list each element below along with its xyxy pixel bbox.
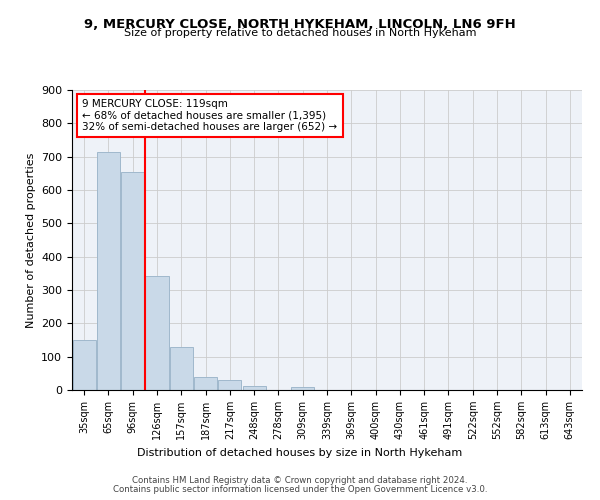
Text: 9, MERCURY CLOSE, NORTH HYKEHAM, LINCOLN, LN6 9FH: 9, MERCURY CLOSE, NORTH HYKEHAM, LINCOLN… <box>84 18 516 30</box>
Text: Contains HM Land Registry data © Crown copyright and database right 2024.: Contains HM Land Registry data © Crown c… <box>132 476 468 485</box>
Text: Distribution of detached houses by size in North Hykeham: Distribution of detached houses by size … <box>137 448 463 458</box>
Text: Size of property relative to detached houses in North Hykeham: Size of property relative to detached ho… <box>124 28 476 38</box>
Text: Contains public sector information licensed under the Open Government Licence v3: Contains public sector information licen… <box>113 485 487 494</box>
Bar <box>170 346 193 390</box>
Y-axis label: Number of detached properties: Number of detached properties <box>26 152 35 328</box>
Bar <box>218 380 241 390</box>
Text: 9 MERCURY CLOSE: 119sqm
← 68% of detached houses are smaller (1,395)
32% of semi: 9 MERCURY CLOSE: 119sqm ← 68% of detache… <box>82 99 337 132</box>
Bar <box>194 376 217 390</box>
Bar <box>97 152 120 390</box>
Bar <box>121 172 144 390</box>
Bar <box>242 386 266 390</box>
Bar <box>73 340 95 390</box>
Bar <box>291 386 314 390</box>
Bar <box>145 276 169 390</box>
